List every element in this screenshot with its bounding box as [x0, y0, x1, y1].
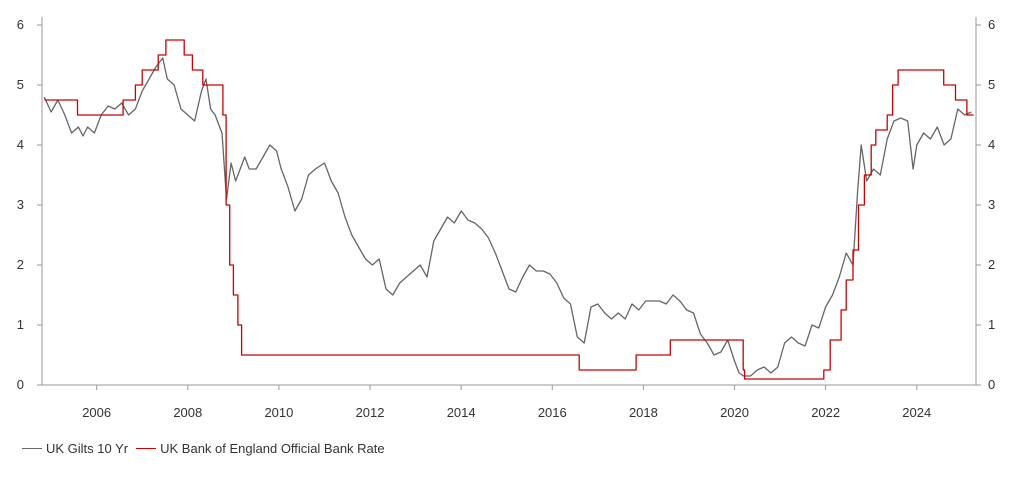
- series-line-bank-rate: [44, 39, 974, 380]
- y-tick-label-right: 5: [988, 77, 995, 92]
- y-tick-label-left: 1: [17, 317, 24, 332]
- y-tick-label-right: 4: [988, 137, 995, 152]
- y-tick-label-left: 5: [17, 77, 24, 92]
- y-tick-label-left: 6: [17, 17, 24, 32]
- chart-legend: UK Gilts 10 Yr UK Bank of England Offici…: [22, 441, 393, 456]
- legend-item-bank-rate: UK Bank of England Official Bank Rate: [136, 441, 385, 456]
- legend-swatch-bank-rate: [136, 448, 157, 449]
- y-tick-label-right: 0: [988, 377, 995, 392]
- y-tick-label-right: 1: [988, 317, 995, 332]
- x-tick-label: 2016: [538, 405, 567, 420]
- x-tick-label: 2012: [356, 405, 385, 420]
- legend-label-bank-rate: UK Bank of England Official Bank Rate: [160, 441, 385, 456]
- x-tick-label: 2006: [82, 405, 111, 420]
- chart-series: [43, 39, 974, 380]
- legend-item-gilts: UK Gilts 10 Yr: [22, 441, 128, 456]
- y-tick-label-left: 3: [17, 197, 24, 212]
- y-tick-label-right: 2: [988, 257, 995, 272]
- x-tick-label: 2010: [264, 405, 293, 420]
- y-tick-label-right: 6: [988, 17, 995, 32]
- x-tick-label: 2014: [447, 405, 476, 420]
- line-chart: 0 0 1 1 2 2 3 3 4 4 5 5 6 6 2006 2008 2010 2012 2014 2016 20…: [17, 17, 995, 420]
- chart-axes: [37, 17, 981, 390]
- x-tick-label: 2008: [173, 405, 202, 420]
- x-tick-label: 2018: [629, 405, 658, 420]
- x-tick-label: 2020: [720, 405, 749, 420]
- x-tick-label: 2024: [902, 405, 931, 420]
- legend-label-gilts: UK Gilts 10 Yr: [46, 441, 129, 456]
- chart-tick-labels: 0 0 1 1 2 2 3 3 4 4 5 5 6 6 2006 2008 2010 2012 2014 2016 20…: [17, 17, 995, 420]
- y-tick-label-right: 3: [988, 197, 995, 212]
- y-tick-label-left: 4: [17, 137, 24, 152]
- y-tick-label-left: 0: [17, 377, 24, 392]
- x-tick-label: 2022: [811, 405, 840, 420]
- y-tick-label-left: 2: [17, 257, 24, 272]
- series-line-gilts-10yr: [43, 57, 972, 377]
- legend-swatch-gilts: [22, 448, 42, 449]
